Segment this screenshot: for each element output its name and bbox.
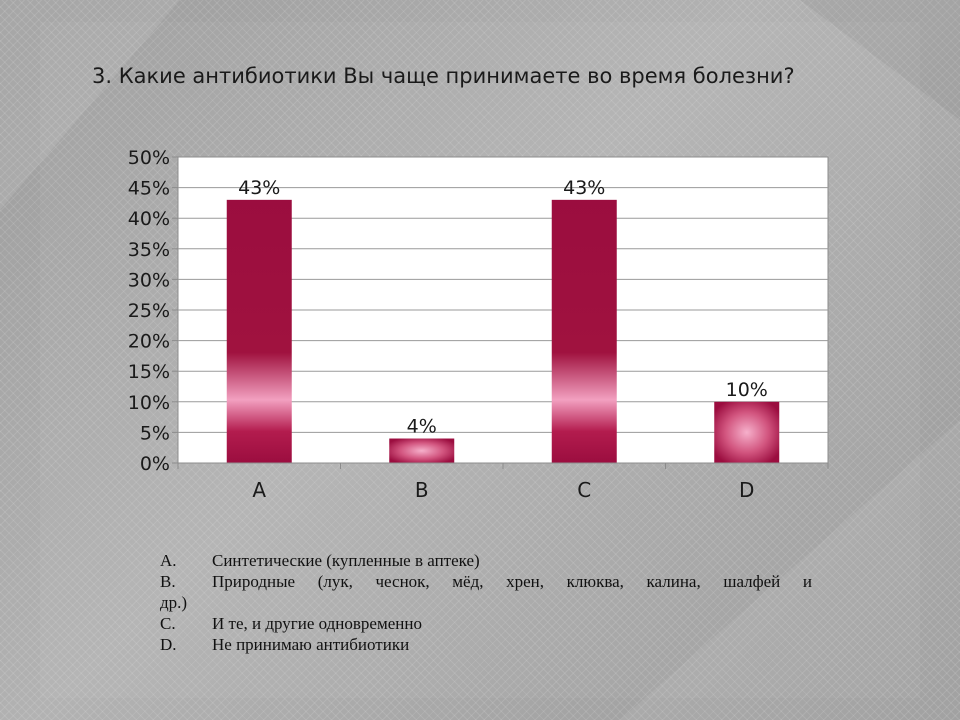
legend-text: Синтетические (купленные в аптеке) xyxy=(212,551,480,570)
data-label: 10% xyxy=(726,379,768,401)
legend-item-b: B. Природные (лук, чеснок, мёд, хрен, кл… xyxy=(160,571,812,592)
legend-text: И те, и другие одновременно xyxy=(212,614,422,633)
legend-letter: A. xyxy=(160,551,177,570)
legend-text: Природные (лук, чеснок, мёд, хрен, клюкв… xyxy=(212,572,812,591)
bars xyxy=(226,199,780,463)
legend-item-c: C. И те, и другие одновременно xyxy=(160,613,812,634)
x-axis-ticks: A B C D xyxy=(177,463,829,502)
x-tick-label: D xyxy=(739,478,754,502)
y-tick-label: 15% xyxy=(128,361,170,383)
y-tick-label: 20% xyxy=(128,331,170,353)
slide-title: 3. Какие антибиотики Вы чаще принимаете … xyxy=(92,64,795,88)
bar-b xyxy=(389,438,455,463)
answer-legend: A. Синтетические (купленные в аптеке) B.… xyxy=(160,550,812,655)
bar-c xyxy=(551,199,617,463)
data-label: 43% xyxy=(238,177,280,199)
x-tick-label: A xyxy=(252,478,266,502)
y-tick-label: 35% xyxy=(128,239,170,261)
bar-chart: 0%5%10%15%20%25%30%35%40%45%50% 43%4%43%… xyxy=(128,147,829,502)
y-tick-label: 10% xyxy=(128,392,170,414)
data-label: 4% xyxy=(407,416,437,438)
x-tick-label: C xyxy=(577,478,591,502)
y-tick-label: 30% xyxy=(128,269,170,291)
y-tick-label: 25% xyxy=(128,300,170,322)
legend-letter: C. xyxy=(160,614,176,633)
y-tick-label: 40% xyxy=(128,208,170,230)
legend-item-a: A. Синтетические (купленные в аптеке) xyxy=(160,550,812,571)
legend-text-continuation: др.) xyxy=(160,593,188,612)
legend-letter: D. xyxy=(160,635,177,654)
y-tick-label: 0% xyxy=(140,453,170,475)
legend-text: Не принимаю антибиотики xyxy=(212,635,410,654)
bar-a xyxy=(226,199,292,463)
y-tick-label: 5% xyxy=(140,422,170,444)
y-axis-ticks: 0% 5% 10% 15% 20% 25% 30% 35% 40% 45% 50% xyxy=(128,147,178,475)
legend-item-d: D. Не принимаю антибиотики xyxy=(160,634,812,655)
x-tick-label: B xyxy=(415,478,429,502)
data-label: 43% xyxy=(563,177,605,199)
y-tick-label: 50% xyxy=(128,147,170,169)
data-labels: 43% 4% 43% 10% xyxy=(238,177,768,438)
legend-letter: B. xyxy=(160,572,176,591)
y-tick-label: 45% xyxy=(128,178,170,200)
bar-d xyxy=(714,401,780,463)
